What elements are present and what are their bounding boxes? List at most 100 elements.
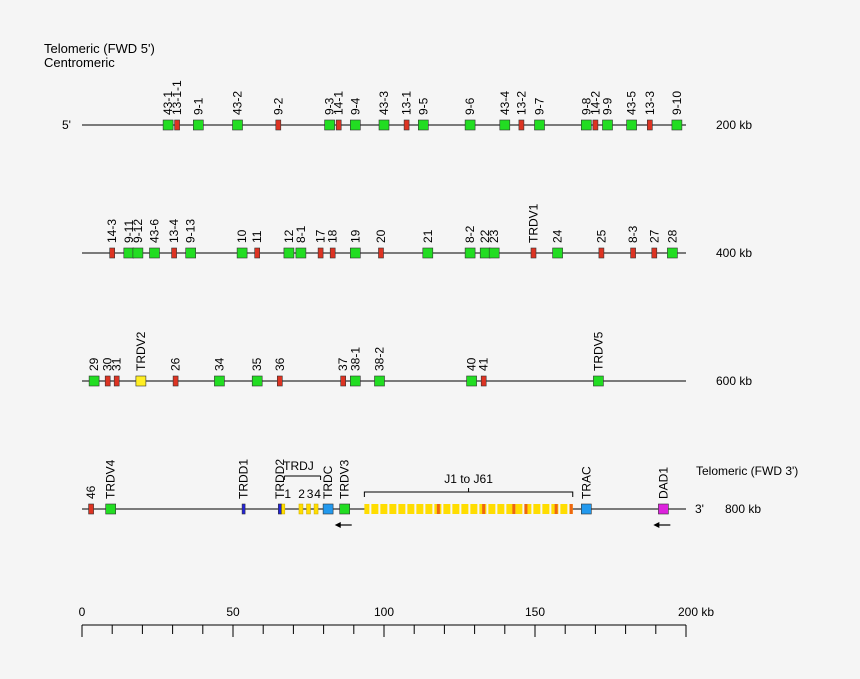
j-gap (441, 504, 444, 514)
gene-36-label: 36 (273, 357, 287, 371)
gene-18-label: 18 (326, 229, 340, 243)
gene-18-marker (329, 247, 336, 259)
j-range-label: J1 to J61 (444, 472, 493, 486)
j-pseudo-segment (436, 504, 440, 514)
scale-tick-label: 100 (374, 605, 394, 619)
trdj-segment (313, 503, 319, 515)
gene-38-1-marker (349, 375, 361, 387)
gene-43-3-marker (378, 119, 390, 131)
gene-9-1-label: 9-1 (191, 97, 205, 115)
gene-21-marker (422, 247, 434, 259)
gene-28-marker (667, 247, 678, 259)
gene-13-1-1-label: 13-1-1 (170, 80, 184, 115)
gene-26-label: 26 (169, 357, 183, 371)
gene-11-marker (254, 247, 260, 259)
gene-9-7-label: 9-7 (533, 97, 547, 115)
gene-19-label: 19 (348, 229, 362, 243)
gene-43-2-marker (232, 119, 243, 131)
j-gap (540, 504, 543, 514)
trdj-number: 2 (298, 487, 305, 501)
gene-37-marker (340, 375, 347, 387)
gene-TRDC-marker (322, 503, 334, 515)
gene-20-marker (378, 247, 384, 259)
gene-43-2-label: 43-2 (231, 91, 245, 115)
gene-9-8-label: 9-8 (579, 97, 593, 115)
gene-9-6-label: 9-6 (463, 97, 477, 115)
gene-10-marker (236, 247, 248, 259)
j-gap (369, 504, 372, 514)
j-gap (405, 504, 408, 514)
j-gap (378, 504, 381, 514)
scale-tick-label: 0 (79, 605, 86, 619)
gene-9-4-marker (349, 119, 361, 131)
gene-17-marker (317, 247, 324, 259)
j-gap (486, 504, 489, 514)
gene-9-10-label: 9-10 (670, 91, 684, 115)
j-pseudo-segment (524, 504, 528, 514)
j-gap (558, 504, 561, 514)
track-3-kb-label: 600 kb (716, 374, 752, 388)
j-gap (414, 504, 417, 514)
gene-43-5-label: 43-5 (625, 91, 639, 115)
gene-TRDV4-marker (105, 503, 116, 515)
gene-31-label: 31 (110, 357, 124, 371)
gene-10-label: 10 (235, 229, 249, 243)
gene-8-3-label: 8-3 (626, 225, 640, 243)
gene-TRDD2-marker (277, 503, 282, 515)
gene-41-label: 41 (477, 357, 491, 371)
gene-28-label: 28 (665, 229, 679, 243)
gene-38-2-marker (374, 375, 385, 387)
j-gap (549, 504, 552, 514)
gene-TRAC-marker (580, 503, 592, 515)
j-gap (432, 504, 435, 514)
gene-9-1-marker (193, 119, 204, 131)
gene-46-label: 46 (84, 485, 98, 499)
gene-9-3-marker (324, 119, 335, 131)
gene-9-5-label: 9-5 (416, 97, 430, 115)
gene-13-2-marker (518, 119, 525, 131)
gene-17-label: 17 (314, 229, 328, 243)
gene-9-2-marker (275, 119, 282, 131)
gene-TRAC-label: TRAC (579, 466, 593, 499)
gene-9-9-marker (602, 119, 613, 131)
gene-9-7-marker (534, 119, 545, 131)
gene-TRDD1-marker (241, 503, 246, 515)
gene-DAD1-label: DAD1 (656, 467, 670, 499)
gene-14-1-label: 14-1 (332, 91, 346, 115)
gene-38-2-label: 38-2 (372, 347, 386, 371)
gene-35-marker (251, 375, 263, 387)
track-2-kb-label: 400 kb (716, 246, 752, 260)
gene-29-marker (88, 375, 100, 387)
gene-43-5-marker (626, 119, 637, 131)
gene-43-4-label: 43-4 (498, 91, 512, 115)
j-gap (450, 504, 453, 514)
scale-tick-label: 150 (525, 605, 545, 619)
gene-TRDC-label: TRDC (321, 465, 335, 499)
track-4-kb-label: 800 kb (725, 502, 761, 516)
gene-34-marker (214, 375, 225, 387)
gene-14-2-label: 14-2 (588, 91, 602, 115)
gene-27-marker (651, 247, 658, 259)
gene-TRDV5-label: TRDV5 (591, 331, 605, 371)
gene-TRDV2-label: TRDV2 (134, 331, 148, 371)
gene-TRDV2-marker (135, 375, 147, 387)
gene-8-3-marker (630, 247, 636, 259)
gene-8-1-marker (295, 247, 307, 259)
gene-13-1-1-marker (174, 119, 180, 131)
gene-43-6-marker (149, 247, 160, 259)
gene-TRDV3-label: TRDV3 (338, 459, 352, 499)
gene-TRDV1-label: TRDV1 (526, 203, 540, 243)
j-pseudo-segment (554, 504, 558, 514)
gene-30-marker (104, 375, 111, 387)
gene-11-label: 11 (250, 230, 264, 243)
gene-40-label: 40 (465, 357, 479, 371)
j-gap (387, 504, 390, 514)
trdj-number: 1 (284, 487, 291, 501)
gene-43-6-label: 43-6 (147, 219, 161, 243)
gene-23-label: 23 (487, 229, 501, 243)
gene-9-5-marker (417, 119, 429, 131)
gene-14-1-marker (335, 119, 342, 131)
gene-34-label: 34 (212, 357, 226, 371)
gene-9-3-label: 9-3 (323, 97, 337, 115)
orientation-arrow-left-icon (653, 522, 671, 528)
